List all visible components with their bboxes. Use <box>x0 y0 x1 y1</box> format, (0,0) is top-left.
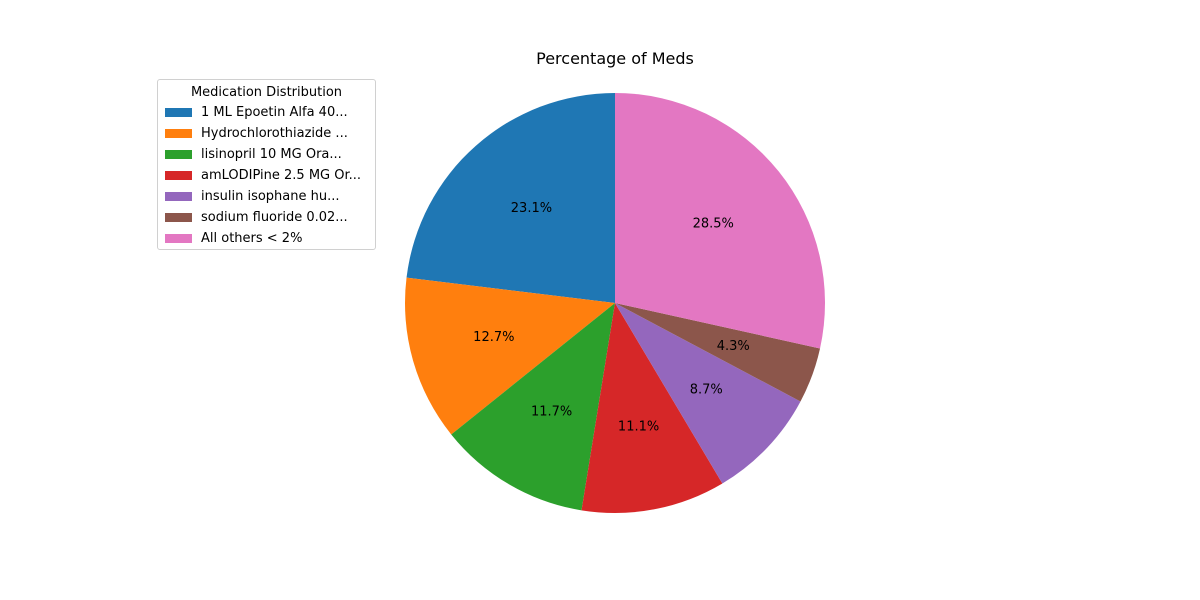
chart-legend: Medication Distribution 1 ML Epoetin Alf… <box>157 79 376 250</box>
pie-slice-7 <box>615 92 826 349</box>
pie-percent-labels: 23.1% 12.7% 11.7% 11.1% 8.7% 4.3% 28.5% <box>473 201 750 434</box>
pie-slice-1 <box>406 93 615 303</box>
pie-slice-2 <box>405 277 615 435</box>
pie-slice-3 <box>451 303 615 511</box>
legend-item: amLODIPine 2.5 MG Or... <box>158 165 375 186</box>
slice-percent-label: 23.1% <box>511 201 552 216</box>
legend-item: sodium fluoride 0.02... <box>158 207 375 228</box>
pie-slices <box>405 92 826 513</box>
legend-label: All others < 2% <box>201 231 303 246</box>
legend-swatch <box>165 213 192 222</box>
chart-title: Percentage of Meds <box>536 49 694 68</box>
legend-item: All others < 2% <box>158 228 375 249</box>
pie-slice-4 <box>581 303 723 513</box>
legend-label: sodium fluoride 0.02... <box>201 210 348 225</box>
legend-label: lisinopril 10 MG Ora... <box>201 147 342 162</box>
legend-items: 1 ML Epoetin Alfa 40... Hydrochlorothiazi… <box>158 102 375 249</box>
legend-swatch <box>165 129 192 138</box>
slice-percent-label: 8.7% <box>690 382 723 397</box>
slice-percent-label: 11.1% <box>618 419 659 434</box>
legend-item: lisinopril 10 MG Ora... <box>158 144 375 165</box>
legend-label: amLODIPine 2.5 MG Or... <box>201 168 362 183</box>
legend-label: 1 ML Epoetin Alfa 40... <box>201 105 348 120</box>
slice-percent-label: 28.5% <box>693 217 734 232</box>
slice-percent-label: 11.7% <box>531 404 572 419</box>
legend-label: Hydrochlorothiazide ... <box>201 126 348 141</box>
legend-item: Hydrochlorothiazide ... <box>158 123 375 144</box>
legend-item: 1 ML Epoetin Alfa 40... <box>158 102 375 123</box>
legend-swatch <box>165 234 192 243</box>
legend-title: Medication Distribution <box>190 85 343 100</box>
pie-slice-6 <box>615 303 821 402</box>
legend-swatch <box>165 171 192 180</box>
legend-item: insulin isophane hu... <box>158 186 375 207</box>
legend-swatch <box>165 150 192 159</box>
legend-swatch <box>165 108 192 117</box>
legend-swatch <box>165 192 192 201</box>
slice-percent-label: 12.7% <box>473 330 514 345</box>
slice-percent-label: 4.3% <box>717 339 750 354</box>
legend-label: insulin isophane hu... <box>201 189 340 204</box>
pie-slice-5 <box>615 303 801 484</box>
